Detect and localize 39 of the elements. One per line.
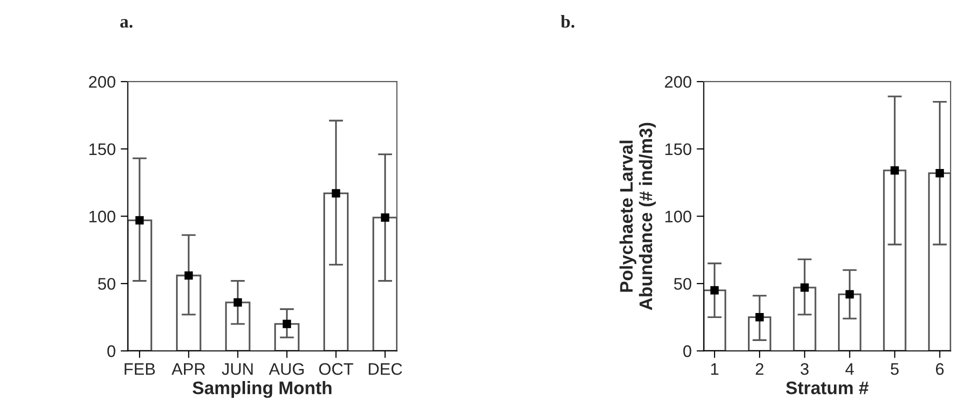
y-tick-label: 150 xyxy=(89,143,116,156)
x-axis-title: Stratum # xyxy=(786,381,869,394)
y-tick-label: 50 xyxy=(674,278,692,290)
y-tick-label: 100 xyxy=(89,210,116,222)
x-tick-label: JUN xyxy=(222,363,253,375)
y-tick-label: 50 xyxy=(98,278,116,290)
x-tick-label: 1 xyxy=(711,363,718,375)
y-tick-label: 100 xyxy=(665,210,692,222)
point xyxy=(710,286,719,294)
x-tick-label: OCT xyxy=(319,363,354,375)
point xyxy=(846,290,854,298)
chart-title: a. xyxy=(120,19,132,28)
y-tick-label: 0 xyxy=(683,345,692,358)
point xyxy=(380,213,390,222)
point xyxy=(282,320,292,328)
x-tick-label: 3 xyxy=(800,363,809,375)
x-tick-label: 6 xyxy=(936,363,944,375)
x-tick-label: DEC xyxy=(368,363,402,375)
point xyxy=(755,313,764,322)
y-tick-label: 200 xyxy=(664,76,692,88)
point xyxy=(332,189,340,198)
x-tick-label: 4 xyxy=(845,363,854,375)
x-tick-label: APR xyxy=(172,363,206,375)
point xyxy=(184,271,193,280)
point xyxy=(890,166,899,175)
y-tick-label: 200 xyxy=(89,76,116,88)
point xyxy=(936,168,944,178)
x-tick-label: 5 xyxy=(890,363,899,375)
point xyxy=(135,216,144,224)
x-tick-label: 2 xyxy=(756,363,764,375)
y-axis-title: Polychaete Larval Abundance (# ind/m3) xyxy=(620,122,656,310)
x-tick-label: AUG xyxy=(268,363,304,375)
point xyxy=(234,298,242,307)
y-tick-label: 150 xyxy=(665,143,692,156)
x-axis-title: Sampling Month xyxy=(192,381,332,398)
chart-title: b. xyxy=(560,14,574,28)
y-tick-label: 0 xyxy=(107,345,116,358)
point xyxy=(800,283,809,292)
x-tick-label: FEB xyxy=(124,363,155,375)
